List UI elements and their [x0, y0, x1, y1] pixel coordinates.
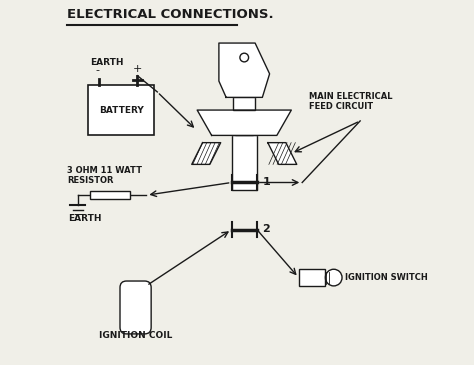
- Bar: [89, 85, 154, 135]
- Text: 3 OHM 11 WATT: 3 OHM 11 WATT: [67, 166, 142, 176]
- Circle shape: [325, 269, 342, 286]
- Bar: [299, 269, 325, 286]
- Text: RESISTOR: RESISTOR: [67, 176, 113, 185]
- Text: 2: 2: [262, 224, 270, 234]
- FancyBboxPatch shape: [120, 281, 151, 334]
- Bar: [235, 121, 253, 135]
- Text: EARTH: EARTH: [91, 58, 124, 67]
- Text: EARTH: EARTH: [69, 214, 102, 223]
- Text: BATTERY: BATTERY: [99, 105, 144, 115]
- Text: +: +: [133, 64, 142, 74]
- Polygon shape: [268, 143, 297, 164]
- Polygon shape: [197, 110, 292, 135]
- Text: IGNITION SWITCH: IGNITION SWITCH: [345, 273, 428, 282]
- Text: -: -: [96, 65, 100, 75]
- Bar: [91, 191, 130, 199]
- Text: FEED CIRCUIT: FEED CIRCUIT: [310, 102, 374, 111]
- Polygon shape: [219, 43, 270, 97]
- Polygon shape: [191, 143, 221, 164]
- Text: ELECTRICAL CONNECTIONS.: ELECTRICAL CONNECTIONS.: [67, 8, 273, 21]
- Text: MAIN ELECTRICAL: MAIN ELECTRICAL: [310, 92, 393, 101]
- Circle shape: [240, 53, 248, 62]
- Text: 1: 1: [262, 177, 270, 187]
- Bar: [232, 135, 257, 190]
- Bar: [233, 97, 255, 110]
- Text: IGNITION COIL: IGNITION COIL: [99, 331, 172, 339]
